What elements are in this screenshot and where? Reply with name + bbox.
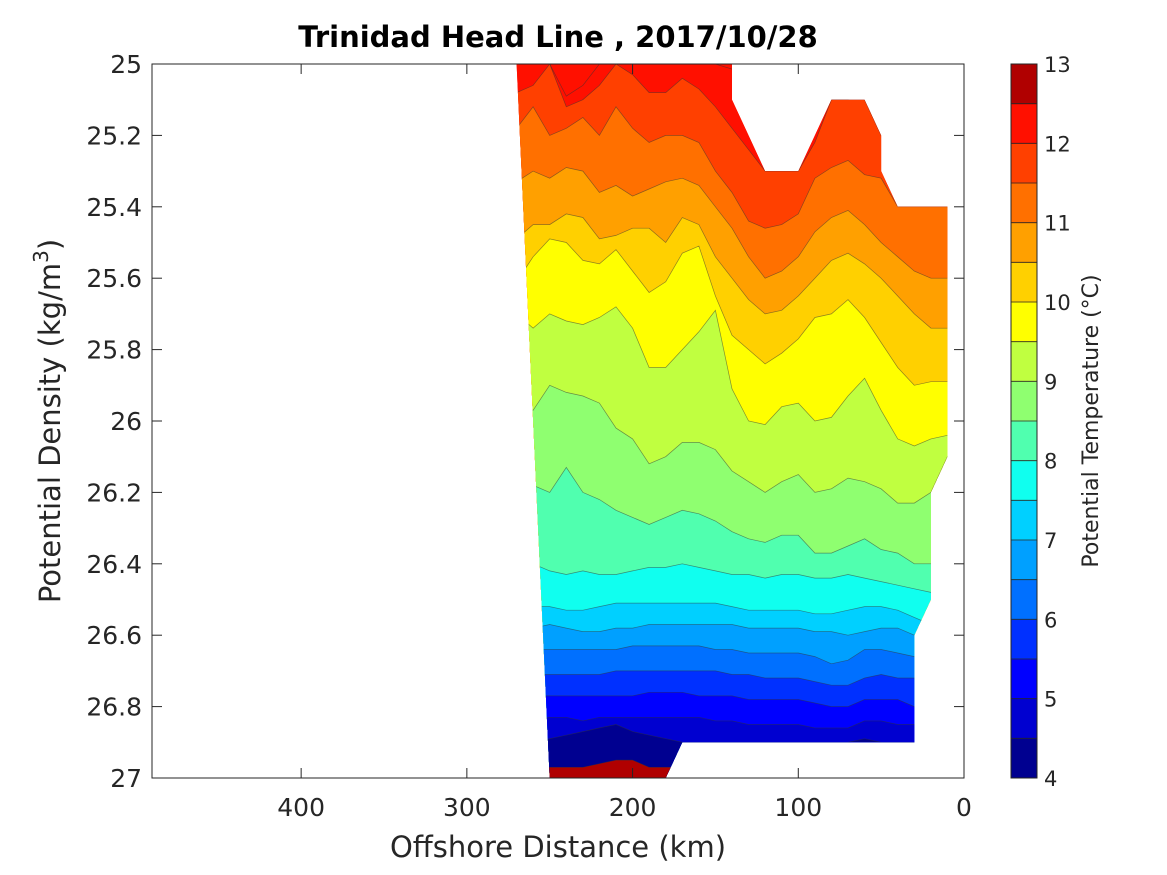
colorbar-swatch [1011,460,1037,501]
colorbar-tick-label: 5 [1044,688,1057,712]
colorbar-swatch [1011,183,1037,224]
colorbar-swatch [1011,302,1037,343]
y-tick-label: 27 [110,764,142,793]
colorbar-swatch [1011,262,1037,303]
y-tick-label: 26.4 [86,550,142,579]
y-tick-label: 26.6 [86,621,142,650]
y-axis-label-superscript: 3 [29,250,53,263]
y-tick-label: 25.6 [86,264,142,293]
colorbar-tick-label: 13 [1044,53,1071,77]
x-tick-label: 100 [774,793,822,822]
colorbar-swatch [1011,381,1037,422]
colorbar-swatch [1011,341,1037,382]
colorbar-swatch [1011,421,1037,462]
y-tick-label: 26 [110,407,142,436]
colorbar [1010,63,1038,779]
colorbar-tick-label: 4 [1044,767,1057,791]
colorbar-swatch [1011,143,1037,184]
y-axis: 25 25.2 25.4 25.6 25.8 26 26.2 26.4 26.6 26.8 27 [86,50,964,793]
colorbar-swatch [1011,579,1037,620]
colorbar-swatch [1011,738,1037,779]
colorbar-tick-label: 8 [1044,450,1057,474]
y-tick-label: 25.2 [86,121,142,150]
y-tick-label: 25.4 [86,193,142,222]
y-tick-label: 25.8 [86,336,142,365]
colorbar-swatch [1011,659,1037,700]
y-tick-label: 26.8 [86,693,142,722]
colorbar-label: Potential Temperature (°C) [1079,274,1104,567]
colorbar-swatch [1011,540,1037,581]
colorbar-swatch [1011,103,1037,144]
colorbar-tick-label: 10 [1044,291,1071,315]
x-tick-label: 300 [443,793,491,822]
y-tick-label: 26.2 [86,478,142,507]
colorbar-swatch [1011,222,1037,263]
colorbar-swatch [1011,619,1037,660]
colorbar-ticks: 4 5 6 7 8 9 10 11 12 13 [1011,53,1071,791]
colorbar-tick-label: 11 [1044,212,1071,236]
colorbar-swatch [1011,698,1037,739]
y-axis-label: Potential Density (kg/m3) [29,239,67,603]
y-axis-label-main: Potential Density (kg/m [33,263,67,603]
y-axis-label-close: ) [33,239,67,250]
x-axis-label: Offshore Distance (km) [390,830,726,864]
x-tick-label: 0 [956,793,972,822]
x-axis: 400 300 200 100 0 [277,64,972,822]
colorbar-swatch [1011,64,1037,105]
colorbar-tick-label: 12 [1044,132,1071,156]
chart-title: Trinidad Head Line , 2017/10/28 [298,20,818,54]
colorbar-tick-label: 7 [1044,529,1057,553]
x-tick-label: 400 [277,793,325,822]
x-tick-label: 200 [609,793,657,822]
colorbar-tick-label: 6 [1044,608,1057,632]
y-tick-label: 25 [110,50,142,79]
colorbar-tick-label: 9 [1044,370,1057,394]
colorbar-swatch [1011,500,1037,541]
